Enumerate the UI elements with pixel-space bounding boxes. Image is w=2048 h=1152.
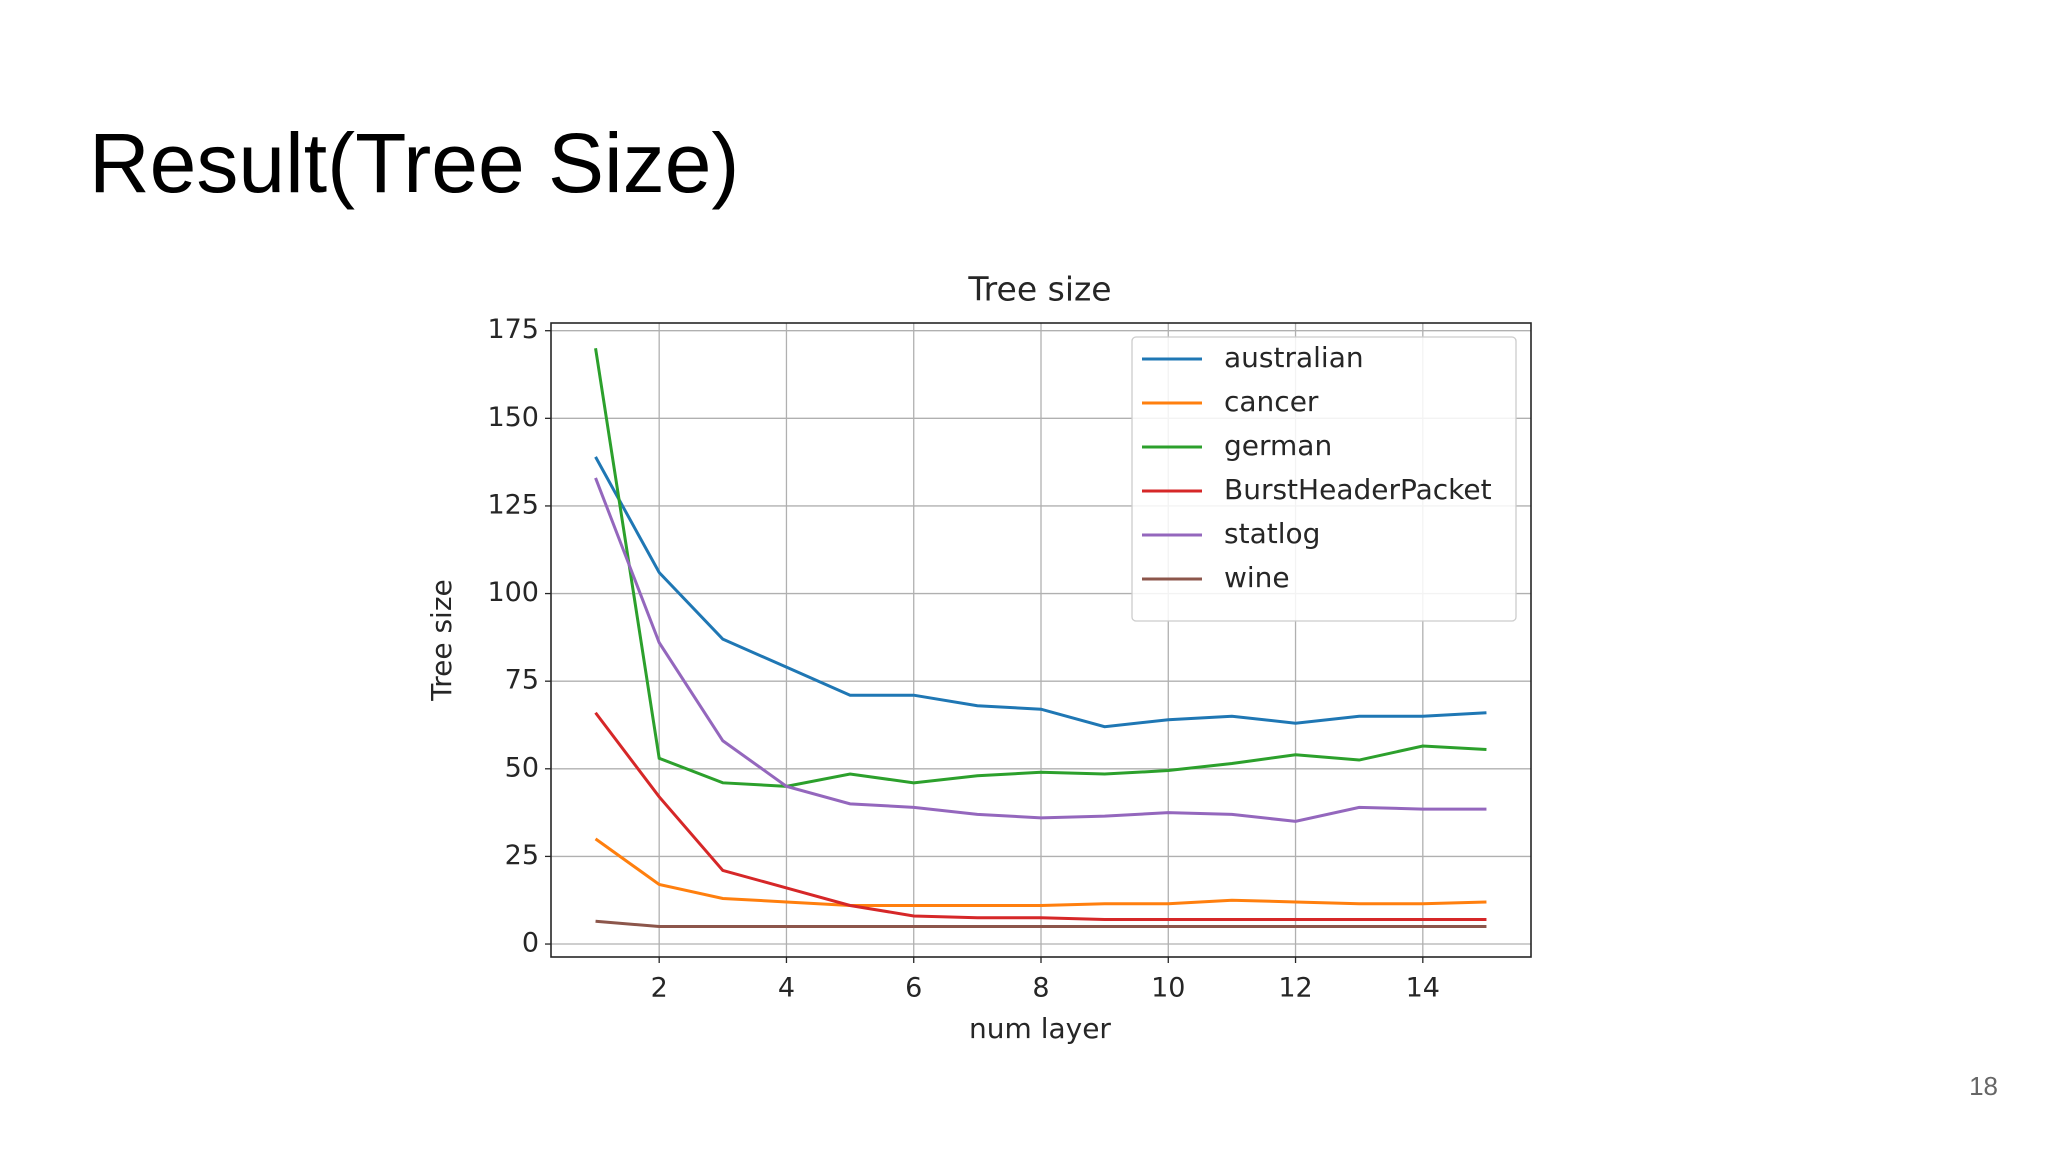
legend-label: wine [1224,561,1290,594]
y-tick-label: 0 [522,928,539,959]
plot-frame [550,322,1532,958]
legend-label: german [1224,429,1332,462]
y-tick-label: 75 [505,665,539,696]
legend-label: australian [1224,341,1364,374]
legend-box [1131,336,1517,622]
y-tick-label: 175 [487,314,539,345]
y-tick-label: 50 [505,752,539,783]
series-line [594,711,1487,921]
x-tick-label: 10 [1151,973,1185,1004]
series-line [594,348,1487,788]
legend-label: statlog [1224,517,1320,550]
legend-label: BurstHeaderPacket [1224,473,1492,506]
slide-title: Result(Tree Size) [89,116,739,210]
x-tick-label: 2 [651,973,668,1004]
y-axis-label: Tree size [425,579,458,702]
series-line [594,837,1487,907]
x-tick-label: 6 [905,973,922,1004]
series-line [594,477,1487,823]
x-tick-label: 12 [1278,973,1312,1004]
x-tick-label: 8 [1032,973,1049,1004]
legend-label: cancer [1224,385,1319,418]
page-number: 18 [1969,1071,1998,1101]
chart-title: Tree size [967,270,1111,309]
y-tick-label: 25 [505,840,539,871]
x-tick-label: 4 [778,973,795,1004]
y-tick-label: 125 [487,489,539,520]
y-tick-label: 100 [487,577,539,608]
series-line [594,456,1487,729]
x-tick-label: 14 [1406,973,1440,1004]
x-axis-label: num layer [969,1012,1111,1045]
y-tick-label: 150 [487,402,539,433]
series-line [595,919,1487,929]
